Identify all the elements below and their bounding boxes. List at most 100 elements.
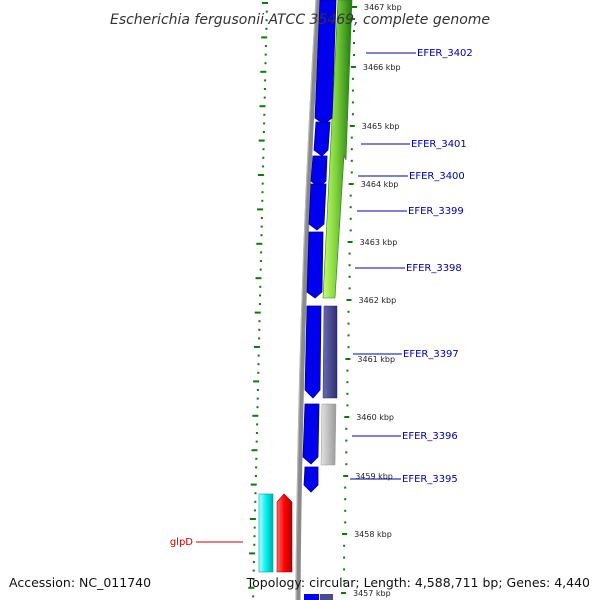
topology-summary-text: Topology: circular; Length: 4,588,711 bp… — [246, 575, 590, 590]
gc-skew-tick — [265, 19, 268, 22]
cds-arrow-efer-3400[interactable] — [310, 155, 328, 188]
gc-skew-tick — [252, 569, 255, 572]
gc-skew-tick — [254, 509, 257, 512]
gc-skew-tick — [254, 500, 257, 503]
cds-arrow-efer-3402[interactable] — [314, 0, 337, 125]
scale-minor-tick — [348, 275, 351, 278]
genome-backbone-arc — [295, 0, 321, 600]
scale-major-tick — [348, 183, 354, 185]
gc-skew-tick — [256, 397, 259, 400]
gc-skew-tick — [257, 174, 264, 176]
scale-tick-label: 3466 kbp — [363, 63, 401, 72]
gc-skew-tick — [262, 156, 265, 159]
cds-arrow-efer-3398[interactable] — [306, 231, 324, 299]
scale-minor-tick — [344, 509, 347, 512]
gc-skew-tick — [261, 36, 268, 39]
scale-tick-label: 3467 kbp — [364, 3, 402, 12]
scale-minor-tick — [347, 310, 350, 313]
scale-minor-tick — [350, 136, 353, 139]
gc-skew-tick — [253, 535, 256, 538]
similarity-band-grey[interactable] — [320, 403, 337, 466]
gc-skew-tick — [248, 586, 255, 589]
gc-skew-tick — [258, 337, 261, 340]
scale-tick-label: 3461 kbp — [357, 355, 395, 364]
cds-arrow-efer-3395[interactable] — [303, 466, 319, 493]
gc-skew-tick — [264, 45, 267, 47]
gene-label-glpd[interactable]: glpD — [170, 537, 193, 548]
gene-label-efer-3400[interactable]: EFER_3400 — [409, 171, 465, 182]
gc-skew-tick — [254, 475, 257, 477]
gc-skew-tick — [252, 578, 255, 581]
gc-skew-tick — [256, 406, 259, 409]
gene-label-efer-3401[interactable]: EFER_3401 — [411, 139, 467, 150]
gene-label-efer-3399[interactable]: EFER_3399 — [408, 206, 464, 217]
scale-minor-tick — [347, 346, 350, 349]
gc-skew-tick — [261, 199, 264, 202]
similarity-band-purple[interactable] — [322, 305, 338, 399]
gc-skew-tick — [258, 320, 261, 323]
scale-tick-label: 3462 kbp — [359, 296, 397, 305]
scale-minor-tick — [353, 42, 355, 44]
cds-arrow-efer-3399[interactable] — [308, 183, 327, 231]
gene-label-efer-3397[interactable]: EFER_3397 — [403, 349, 459, 360]
scale-minor-tick — [343, 580, 346, 583]
gc-skew-tick — [255, 432, 258, 434]
gc-skew-tick — [258, 328, 261, 331]
gc-skew-tick — [264, 79, 267, 82]
gc-skew-tick — [251, 449, 258, 452]
scale-minor-tick — [353, 54, 355, 56]
gc-skew-tick — [255, 457, 258, 460]
scale-major-tick — [346, 299, 352, 301]
gene-label-efer-3396[interactable]: EFER_3396 — [402, 431, 458, 442]
cds-arrow-efer-3397[interactable] — [304, 305, 322, 399]
scale-minor-tick — [343, 568, 346, 571]
gc-skew-tick — [260, 70, 267, 73]
scale-minor-tick — [348, 264, 351, 267]
scale-major-tick — [345, 358, 351, 360]
scale-minor-tick — [346, 392, 349, 395]
scale-minor-tick — [353, 18, 355, 20]
gc-skew-tick — [256, 423, 259, 426]
scale-major-tick — [350, 66, 356, 68]
accession-text: Accession: NC_011740 — [9, 575, 151, 590]
gc-skew-track — [248, 2, 268, 598]
gc-skew-tick — [263, 113, 266, 116]
gc-skew-tick — [263, 96, 266, 99]
gc-skew-tick — [263, 88, 266, 90]
glpD-feature-arrow[interactable] — [276, 493, 293, 573]
scale-minor-tick — [345, 427, 348, 430]
scale-minor-tick — [344, 498, 347, 501]
scale-minor-tick — [350, 148, 353, 151]
gc-skew-tick — [259, 268, 262, 271]
gene-label-efer-3398[interactable]: EFER_3398 — [406, 263, 462, 274]
gene-label-efer-3395[interactable]: EFER_3395 — [402, 474, 458, 485]
cds-arrow-continuation[interactable] — [304, 594, 319, 600]
similarity-band-green[interactable] — [322, 0, 353, 299]
gc-skew-tick — [262, 148, 265, 151]
gc-skew-tick — [264, 53, 267, 56]
gene-label-leaders: EFER_3402 EFER_3401 EFER_3400 EFER_3399 EFER… — [170, 48, 473, 548]
glpD-companion-feature[interactable] — [258, 493, 274, 573]
scale-tick-label: 3459 kbp — [355, 472, 393, 481]
scale-minor-tick — [344, 521, 347, 524]
scale-major-tick — [343, 475, 349, 477]
gc-skew-tick — [253, 346, 260, 348]
similarity-track — [320, 0, 353, 600]
scale-tick-label: 3458 kbp — [354, 530, 392, 539]
scale-minor-tick — [343, 544, 346, 547]
cds-arrow-efer-3396[interactable] — [302, 403, 320, 465]
gc-skew-tick — [260, 234, 263, 237]
cds-arrow-efer-3401[interactable] — [313, 121, 331, 157]
scale-minor-tick — [344, 486, 347, 489]
gene-label-efer-3402[interactable]: EFER_3402 — [417, 48, 473, 59]
gc-skew-tick — [252, 595, 255, 598]
gc-skew-tick — [265, 10, 268, 13]
gc-skew-tick — [252, 414, 259, 417]
scale-tick-label: 3465 kbp — [362, 122, 400, 131]
genome-backbone-arc-highlight — [295, 0, 317, 600]
similarity-band-end[interactable] — [320, 594, 333, 600]
scale-major-tick — [347, 241, 353, 243]
gc-skew-tick — [260, 251, 263, 254]
